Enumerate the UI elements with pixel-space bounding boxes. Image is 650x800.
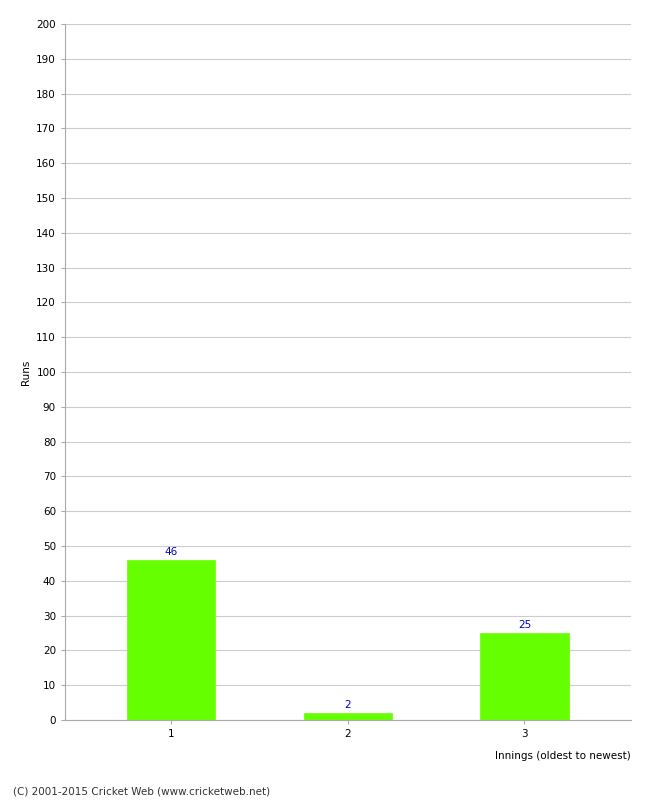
Text: 46: 46 [164,547,177,557]
Text: Innings (oldest to newest): Innings (oldest to newest) [495,751,630,762]
Text: (C) 2001-2015 Cricket Web (www.cricketweb.net): (C) 2001-2015 Cricket Web (www.cricketwe… [13,786,270,796]
Bar [127,560,215,720]
Bar [480,633,569,720]
Text: 25: 25 [518,620,531,630]
Y-axis label: Runs: Runs [21,359,31,385]
Bar [304,713,392,720]
Text: 2: 2 [344,700,351,710]
